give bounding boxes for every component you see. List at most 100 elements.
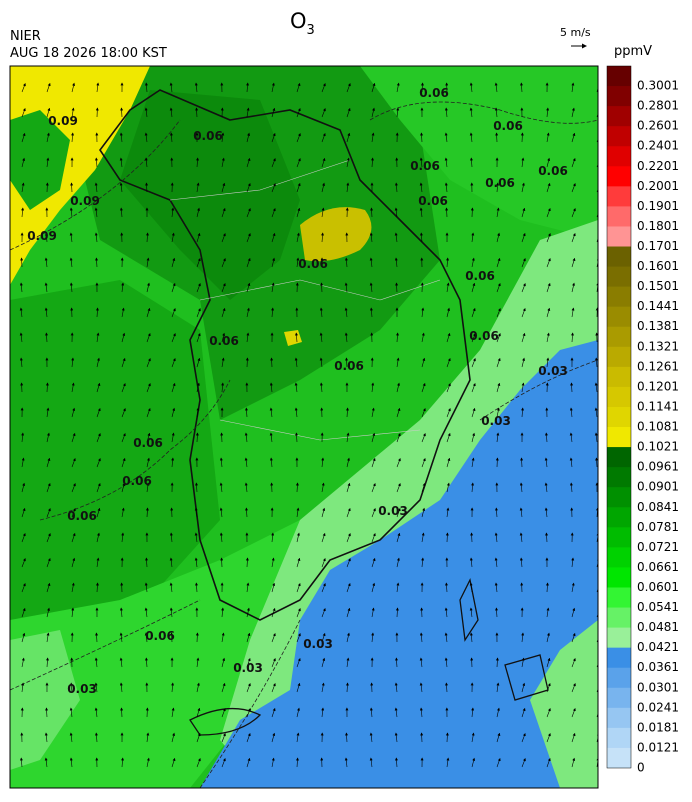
contour-label: 0.03 bbox=[481, 414, 511, 428]
legend-swatch bbox=[607, 126, 631, 147]
legend-label: 0.0961 bbox=[637, 460, 679, 474]
legend-label: 0.1381 bbox=[637, 319, 679, 333]
legend-label: 0.2201 bbox=[637, 159, 679, 173]
legend-label: 0.0301 bbox=[637, 680, 679, 694]
legend-swatch bbox=[607, 186, 631, 207]
legend-swatch bbox=[607, 106, 631, 127]
contour-label: 0.03 bbox=[538, 364, 568, 378]
legend-label: 0.0661 bbox=[637, 560, 679, 574]
contour-label: 0.06 bbox=[410, 159, 440, 173]
legend-swatch bbox=[607, 688, 631, 709]
legend-swatch bbox=[607, 708, 631, 729]
title-sub: 3 bbox=[307, 23, 315, 38]
legend-swatch bbox=[607, 407, 631, 428]
contour-label: 0.06 bbox=[193, 129, 223, 143]
legend-label: 0.0781 bbox=[637, 520, 679, 534]
contour-label: 0.06 bbox=[298, 257, 328, 271]
legend-label: 0.0721 bbox=[637, 540, 679, 554]
legend-label: 0.1201 bbox=[637, 379, 679, 393]
contour-label: 0.06 bbox=[465, 269, 495, 283]
contour-label: 0.03 bbox=[378, 504, 408, 518]
legend-label: 0.3001 bbox=[637, 79, 679, 93]
contour-label: 0.09 bbox=[48, 114, 78, 128]
datetime: AUG 18 2026 18:00 KST bbox=[10, 46, 167, 61]
legend-label: 0.1141 bbox=[637, 399, 679, 413]
contour-label: 0.06 bbox=[67, 509, 97, 523]
legend-label: 0.2001 bbox=[637, 179, 679, 193]
legend-swatch bbox=[607, 247, 631, 268]
title-main: O bbox=[290, 9, 307, 33]
legend-swatch bbox=[607, 327, 631, 348]
contour-label: 0.06 bbox=[469, 329, 499, 343]
contour-label: 0.06 bbox=[538, 164, 568, 178]
legend-swatch bbox=[607, 487, 631, 508]
legend-label: 0.0421 bbox=[637, 640, 679, 654]
legend-label: 0.1701 bbox=[637, 239, 679, 253]
legend-swatch bbox=[607, 668, 631, 689]
contour-label: 0.03 bbox=[67, 682, 97, 696]
legend-swatch bbox=[607, 387, 631, 408]
contour-label: 0.06 bbox=[419, 86, 449, 100]
legend-label: 0.2401 bbox=[637, 139, 679, 153]
contour-label: 0.06 bbox=[122, 474, 152, 488]
legend-swatch bbox=[607, 527, 631, 548]
legend-swatch bbox=[607, 628, 631, 649]
contour-label: 0.06 bbox=[418, 194, 448, 208]
legend-swatch bbox=[607, 287, 631, 308]
legend-swatch bbox=[607, 206, 631, 227]
legend-swatch bbox=[607, 447, 631, 468]
legend-swatch bbox=[607, 587, 631, 608]
legend-label: 0.0541 bbox=[637, 600, 679, 614]
legend-swatch bbox=[607, 748, 631, 768]
contour-label: 0.06 bbox=[334, 359, 364, 373]
legend-label: 0.0241 bbox=[637, 700, 679, 714]
legend-swatch bbox=[607, 367, 631, 388]
legend-swatch bbox=[607, 728, 631, 749]
legend-swatch bbox=[607, 507, 631, 528]
wind-scale: 5 m/s bbox=[560, 26, 591, 39]
contour-label: 0.03 bbox=[233, 661, 263, 675]
legend-swatch bbox=[607, 347, 631, 368]
unit: ppmV bbox=[614, 44, 652, 59]
legend-swatch bbox=[607, 226, 631, 247]
contour-label: 0.06 bbox=[485, 176, 515, 190]
legend-label: 0.1501 bbox=[637, 279, 679, 293]
legend-label: 0 bbox=[637, 761, 645, 775]
legend-swatch bbox=[607, 267, 631, 288]
contour-label: 0.03 bbox=[303, 637, 333, 651]
legend-swatch bbox=[607, 467, 631, 488]
contour-label: 0.06 bbox=[209, 334, 239, 348]
contour-label: 0.06 bbox=[133, 436, 163, 450]
legend-swatch bbox=[607, 547, 631, 568]
legend-label: 0.1321 bbox=[637, 339, 679, 353]
legend-swatch bbox=[607, 86, 631, 107]
contour-label: 0.09 bbox=[27, 229, 57, 243]
legend-label: 0.1801 bbox=[637, 219, 679, 233]
legend-label: 0.0361 bbox=[637, 660, 679, 674]
legend-label: 0.0181 bbox=[637, 720, 679, 734]
map: 0.060.060.060.060.060.060.090.090.090.06… bbox=[10, 66, 600, 788]
legend-label: 0.2601 bbox=[637, 119, 679, 133]
legend-label: 0.2801 bbox=[637, 99, 679, 113]
legend-label: 0.1441 bbox=[637, 299, 679, 313]
agency: NIER bbox=[10, 29, 41, 44]
legend-swatch bbox=[607, 166, 631, 187]
legend-label: 0.1081 bbox=[637, 420, 679, 434]
legend-swatch bbox=[607, 66, 631, 87]
legend-label: 0.0121 bbox=[637, 740, 679, 754]
legend-label: 0.0601 bbox=[637, 580, 679, 594]
legend-label: 0.0841 bbox=[637, 500, 679, 514]
legend-swatch bbox=[607, 146, 631, 167]
contour-label: 0.06 bbox=[145, 629, 175, 643]
legend-swatch bbox=[607, 427, 631, 448]
title: O3 bbox=[290, 9, 315, 38]
legend-swatch bbox=[607, 648, 631, 669]
legend-label: 0.1021 bbox=[637, 440, 679, 454]
legend-label: 0.1901 bbox=[637, 199, 679, 213]
legend-swatch bbox=[607, 567, 631, 588]
legend-swatch bbox=[607, 608, 631, 629]
contour-label: 0.06 bbox=[493, 119, 523, 133]
legend-label: 0.0481 bbox=[637, 620, 679, 634]
legend-label: 0.1261 bbox=[637, 359, 679, 373]
